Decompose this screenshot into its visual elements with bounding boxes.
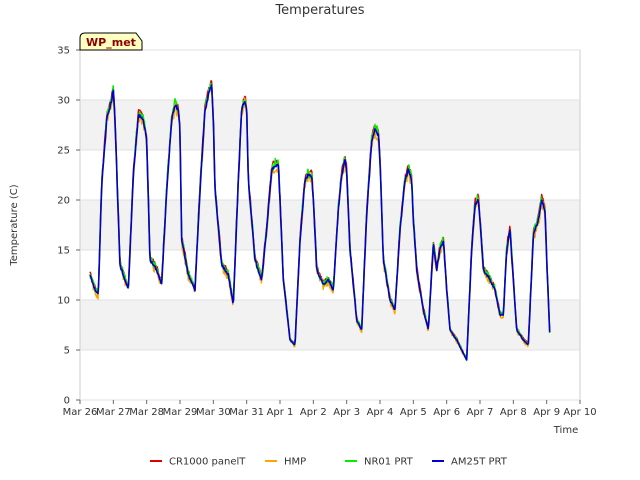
legend-label: CR1000 panelT [169,457,246,468]
x-tick-label: Apr 10 [563,407,596,418]
y-tick-label: 20 [57,196,70,207]
legend-label: HMP [284,457,306,468]
x-tick-label: Mar 27 [96,407,131,418]
y-tick-label: 0 [64,396,70,407]
x-tick-label: Apr 4 [367,407,394,418]
plot-band [80,50,580,100]
chart-title: Temperatures [274,3,364,18]
y-tick-label: 5 [64,346,70,357]
y-tick-label: 10 [57,296,70,307]
x-axis-label: Time [553,425,578,436]
legend-label: NR01 PRT [364,457,414,468]
x-tick-label: Apr 2 [300,407,327,418]
x-tick-label: Mar 30 [196,407,231,418]
x-tick-label: Apr 3 [333,407,360,418]
legend-label: AM25T PRT [451,457,508,468]
x-tick-label: Apr 9 [533,407,560,418]
x-tick-label: Mar 29 [163,407,198,418]
plot-bands [80,50,580,400]
y-tick-label: 30 [57,96,70,107]
x-tick-label: Apr 1 [267,407,294,418]
grid-lines [80,49,580,401]
series-line-am25t-prt [89,84,551,361]
wp-met-badge: WP_met [79,32,143,51]
plot-band [80,200,580,250]
y-axis-label: Temperature (C) [9,184,20,266]
plot-band [80,300,580,350]
x-tick-label: Mar 26 [63,407,98,418]
plot-band [80,150,580,200]
x-tick-label: Mar 28 [129,407,164,418]
y-axis-ticks: 0 5 10 15 20 25 30 35 [57,46,80,407]
legend: CR1000 panelT HMP NR01 PRT AM25T PRT [150,457,508,468]
plot-band [80,100,580,150]
x-tick-label: Mar 31 [229,407,264,418]
y-tick-label: 35 [57,46,70,57]
series-lines [89,80,551,362]
plot-band [80,350,580,400]
y-tick-label: 25 [57,146,70,157]
x-tick-label: Apr 6 [433,407,460,418]
x-tick-label: Apr 7 [467,407,494,418]
x-tick-label: Apr 8 [500,407,527,418]
y-tick-label: 15 [57,246,70,257]
badge-text: WP_met [86,36,136,49]
x-tick-label: Apr 5 [400,407,427,418]
